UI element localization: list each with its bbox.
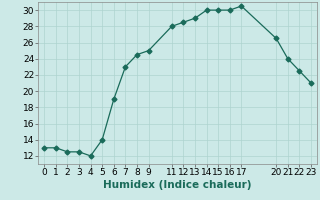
X-axis label: Humidex (Indice chaleur): Humidex (Indice chaleur) bbox=[103, 180, 252, 190]
